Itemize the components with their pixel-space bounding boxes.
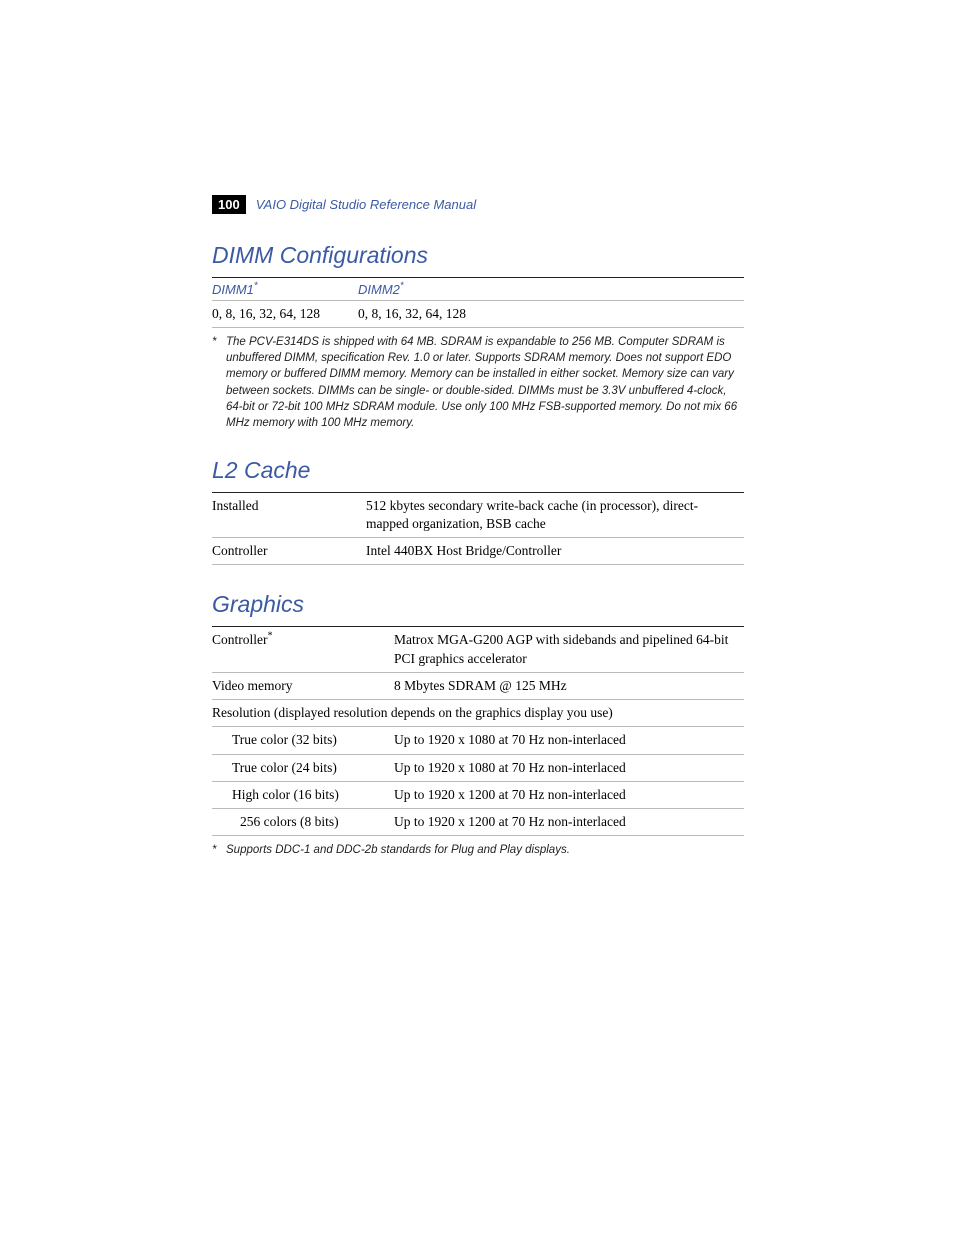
graphics-res-0-label: True color (32 bits) xyxy=(212,727,394,754)
dimm-table: DIMM1* DIMM2* 0, 8, 16, 32, 64, 128 0, 8… xyxy=(212,277,744,328)
dimm-col2-sup: * xyxy=(400,281,404,292)
l2-section: L2 Cache Installed 512 kbytes secondary … xyxy=(212,457,744,566)
graphics-res-3-label: 256 colors (8 bits) xyxy=(212,808,394,835)
footnote-marker: * xyxy=(212,842,226,858)
table-row: True color (24 bits) Up to 1920 x 1080 a… xyxy=(212,754,744,781)
dimm-col1-header: DIMM1* xyxy=(212,278,358,301)
dimm-col1-header-text: DIMM1 xyxy=(212,282,254,297)
table-row: Controller* Matrox MGA-G200 AGP with sid… xyxy=(212,627,744,672)
graphics-controller-label: Controller* xyxy=(212,627,394,672)
l2-controller-label: Controller xyxy=(212,538,366,565)
dimm-section: DIMM Configurations DIMM1* DIMM2* 0, 8, … xyxy=(212,242,744,431)
table-row: Video memory 8 Mbytes SDRAM @ 125 MHz xyxy=(212,672,744,699)
dimm-row-col2: 0, 8, 16, 32, 64, 128 xyxy=(358,301,744,328)
graphics-videomem-label: Video memory xyxy=(212,672,394,699)
graphics-footnote-text: Supports DDC-1 and DDC-2b standards for … xyxy=(226,842,570,858)
graphics-res-1-value: Up to 1920 x 1080 at 70 Hz non-interlace… xyxy=(394,754,744,781)
graphics-res-2-label: High color (16 bits) xyxy=(212,781,394,808)
l2-installed-value: 512 kbytes secondary write-back cache (i… xyxy=(366,492,744,537)
manual-title: VAIO Digital Studio Reference Manual xyxy=(256,197,476,212)
table-row: 256 colors (8 bits) Up to 1920 x 1200 at… xyxy=(212,808,744,835)
dimm-footnote: * The PCV-E314DS is shipped with 64 MB. … xyxy=(212,334,744,431)
table-row: 0, 8, 16, 32, 64, 128 0, 8, 16, 32, 64, … xyxy=(212,301,744,328)
page: 100 VAIO Digital Studio Reference Manual… xyxy=(0,0,954,1235)
graphics-section: Graphics Controller* Matrox MGA-G200 AGP… xyxy=(212,591,744,858)
l2-controller-value: Intel 440BX Host Bridge/Controller xyxy=(366,538,744,565)
page-number-badge: 100 xyxy=(212,195,246,214)
graphics-table: Controller* Matrox MGA-G200 AGP with sid… xyxy=(212,626,744,836)
page-header: 100 VAIO Digital Studio Reference Manual xyxy=(212,195,744,214)
dimm-col1-sup: * xyxy=(254,281,258,292)
table-row: Resolution (displayed resolution depends… xyxy=(212,700,744,727)
graphics-controller-label-text: Controller xyxy=(212,632,268,647)
dimm-col2-header: DIMM2* xyxy=(358,278,744,301)
l2-table: Installed 512 kbytes secondary write-bac… xyxy=(212,492,744,566)
l2-title: L2 Cache xyxy=(212,457,744,484)
graphics-resolution-header: Resolution (displayed resolution depends… xyxy=(212,700,744,727)
footnote-marker: * xyxy=(212,334,226,431)
graphics-controller-value: Matrox MGA-G200 AGP with sidebands and p… xyxy=(394,627,744,672)
graphics-res-0-value: Up to 1920 x 1080 at 70 Hz non-interlace… xyxy=(394,727,744,754)
table-row: Installed 512 kbytes secondary write-bac… xyxy=(212,492,744,537)
dimm-footnote-text: The PCV-E314DS is shipped with 64 MB. SD… xyxy=(226,334,744,431)
dimm-row-col1: 0, 8, 16, 32, 64, 128 xyxy=(212,301,358,328)
table-row: True color (32 bits) Up to 1920 x 1080 a… xyxy=(212,727,744,754)
graphics-res-2-value: Up to 1920 x 1200 at 70 Hz non-interlace… xyxy=(394,781,744,808)
dimm-col2-header-text: DIMM2 xyxy=(358,282,400,297)
l2-installed-label: Installed xyxy=(212,492,366,537)
table-row: Controller Intel 440BX Host Bridge/Contr… xyxy=(212,538,744,565)
table-row: High color (16 bits) Up to 1920 x 1200 a… xyxy=(212,781,744,808)
graphics-title: Graphics xyxy=(212,591,744,618)
graphics-footnote: * Supports DDC-1 and DDC-2b standards fo… xyxy=(212,842,744,858)
graphics-res-1-label: True color (24 bits) xyxy=(212,754,394,781)
graphics-videomem-value: 8 Mbytes SDRAM @ 125 MHz xyxy=(394,672,744,699)
dimm-title: DIMM Configurations xyxy=(212,242,744,269)
graphics-controller-sup: * xyxy=(268,631,273,642)
graphics-res-3-value: Up to 1920 x 1200 at 70 Hz non-interlace… xyxy=(394,808,744,835)
